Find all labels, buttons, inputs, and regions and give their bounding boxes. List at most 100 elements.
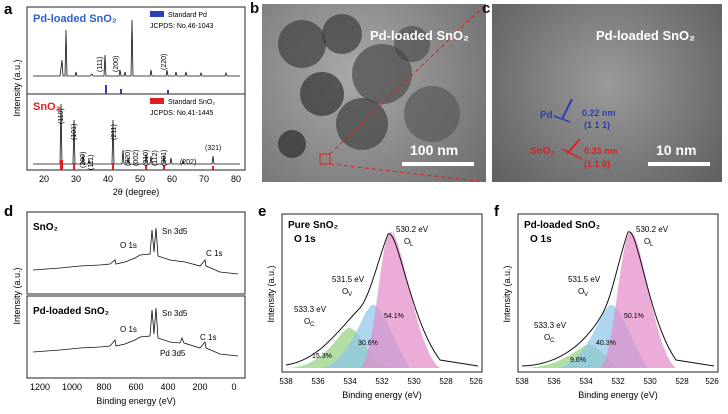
svg-text:C: C xyxy=(310,322,315,328)
svg-text:30: 30 xyxy=(71,174,81,184)
svg-text:538: 538 xyxy=(279,377,293,386)
svg-text:526: 526 xyxy=(705,377,719,386)
svg-text:0: 0 xyxy=(231,382,236,392)
svg-text:Sn 3d5: Sn 3d5 xyxy=(162,309,188,318)
tem-c-scale-label: 10 nm xyxy=(656,142,697,158)
svg-text:V: V xyxy=(584,292,588,298)
sno2-peak-labels: (110) (101) (200) (111) (211) (220) (002… xyxy=(58,108,221,170)
svg-text:L: L xyxy=(650,242,654,248)
svg-text:Pd 3d5: Pd 3d5 xyxy=(160,349,186,358)
xrd-curve-sno2 xyxy=(33,103,240,165)
legend-pd-ref: JCPDS: No.46-1043 xyxy=(150,23,214,30)
svg-text:O: O xyxy=(578,287,584,296)
svg-text:L: L xyxy=(410,242,414,248)
svg-text:(310): (310) xyxy=(143,150,150,166)
hrtem-annotations xyxy=(553,98,583,160)
panel-letter-f: f xyxy=(494,203,500,220)
o1s-f-ol-fill xyxy=(600,231,676,368)
o1s-f-title1: Pd-loaded SnO₂ xyxy=(524,220,600,231)
svg-text:(111): (111) xyxy=(88,155,95,170)
svg-text:531.5 eV: 531.5 eV xyxy=(332,275,365,284)
xrd-curve-pd xyxy=(33,19,240,77)
svg-text:(110): (110) xyxy=(58,108,65,124)
svg-text:534: 534 xyxy=(579,377,593,386)
svg-text:536: 536 xyxy=(311,377,325,386)
svg-text:Sn 3d5: Sn 3d5 xyxy=(162,227,188,236)
svg-text:(101): (101) xyxy=(71,124,78,140)
svg-text:20: 20 xyxy=(39,174,49,184)
svg-text:C 1s: C 1s xyxy=(206,249,222,258)
tem-image-b: Pd-loaded SnO₂ 100 nm xyxy=(262,4,486,182)
svg-text:80: 80 xyxy=(231,174,241,184)
svg-text:O: O xyxy=(644,237,650,246)
o1s-e-title2: O 1s xyxy=(294,234,316,245)
sno2-ref-lines xyxy=(60,160,214,170)
survey-bottom-frame xyxy=(26,295,246,379)
hrtem-sno2-plane: (1 1 0) xyxy=(584,159,611,169)
svg-text:1000: 1000 xyxy=(62,382,82,392)
o1s-e-xticks: 538 536 534 532 530 528 526 xyxy=(279,377,483,386)
svg-text:600: 600 xyxy=(128,382,143,392)
svg-text:9.6%: 9.6% xyxy=(570,357,586,364)
xrd-top-label: Pd-loaded SnO₂ xyxy=(33,13,117,25)
panel-letter-e: e xyxy=(258,203,266,220)
svg-text:(202): (202) xyxy=(180,159,196,166)
legend-pd-swatch xyxy=(150,11,164,17)
svg-text:40.3%: 40.3% xyxy=(596,340,616,347)
o1s-e-envelope xyxy=(285,233,479,367)
svg-text:400: 400 xyxy=(160,382,175,392)
svg-text:C: C xyxy=(550,338,555,344)
svg-text:534: 534 xyxy=(343,377,357,386)
o1s-e-frame xyxy=(281,213,483,373)
tem-b-label: Pd-loaded SnO₂ xyxy=(370,28,469,43)
tem-image-c: Pd-loaded SnO₂ Pd 0.22 nm (1 1 1) SnO₂ 0… xyxy=(492,4,722,182)
hrtem-pd-plane: (1 1 1) xyxy=(584,120,611,130)
svg-text:30.6%: 30.6% xyxy=(358,340,378,347)
svg-text:(220): (220) xyxy=(161,54,168,70)
svg-text:530.2 eV: 530.2 eV xyxy=(636,225,669,234)
svg-text:54.1%: 54.1% xyxy=(384,313,404,320)
o1s-e-ylabel: Intensity (a.u.) xyxy=(266,265,276,322)
legend-sno2-swatch xyxy=(150,98,164,104)
svg-text:526: 526 xyxy=(469,377,483,386)
svg-text:70: 70 xyxy=(199,174,209,184)
svg-text:(112): (112) xyxy=(152,150,159,166)
svg-text:V: V xyxy=(348,292,352,298)
svg-text:530: 530 xyxy=(643,377,657,386)
svg-text:(200): (200) xyxy=(113,56,120,72)
legend-sno2-text: Standard SnO₂ xyxy=(168,99,215,106)
svg-text:O: O xyxy=(342,287,348,296)
pd-peak-labels: (111) (200) (220) xyxy=(97,54,168,72)
survey-xlabel: Binding energy (eV) xyxy=(96,396,176,406)
panel-letter-c: c xyxy=(482,0,491,17)
xrd-xlabel: 2θ (degree) xyxy=(113,187,160,197)
tem-b-scale-bar xyxy=(402,162,474,166)
svg-text:C 1s: C 1s xyxy=(200,333,216,342)
xrd-bottom-label: SnO₂ xyxy=(33,101,61,113)
tem-b-scale-label: 100 nm xyxy=(410,142,459,158)
svg-text:(321): (321) xyxy=(205,145,221,152)
svg-text:O: O xyxy=(544,333,550,342)
o1s-f-xlabel: Binding energy (eV) xyxy=(578,390,658,400)
svg-text:800: 800 xyxy=(96,382,111,392)
svg-text:15.3%: 15.3% xyxy=(312,353,332,360)
o1s-f-ylabel: Intensity (a.u.) xyxy=(502,265,512,322)
survey-xticks: 1200 1000 800 600 400 200 0 xyxy=(30,382,237,392)
svg-text:(220): (220) xyxy=(125,150,132,166)
svg-text:(002): (002) xyxy=(133,150,140,166)
o1s-f-percentages: 9.6% 40.3% 50.1% xyxy=(570,313,644,364)
svg-text:528: 528 xyxy=(675,377,689,386)
panel-letter-b: b xyxy=(250,0,260,17)
hrtem-sno2-label: SnO₂ xyxy=(530,146,555,157)
survey-top-peaks: O 1s Sn 3d5 C 1s xyxy=(120,227,222,258)
svg-text:40: 40 xyxy=(103,174,113,184)
survey-curve-top xyxy=(32,227,239,275)
legend-pd-text: Standard Pd xyxy=(168,12,207,19)
svg-text:530: 530 xyxy=(407,377,421,386)
o1s-f-envelope xyxy=(521,231,715,367)
o1s-f-frame xyxy=(517,213,719,373)
hrtem-pd-spacing: 0.22 nm xyxy=(582,108,616,118)
